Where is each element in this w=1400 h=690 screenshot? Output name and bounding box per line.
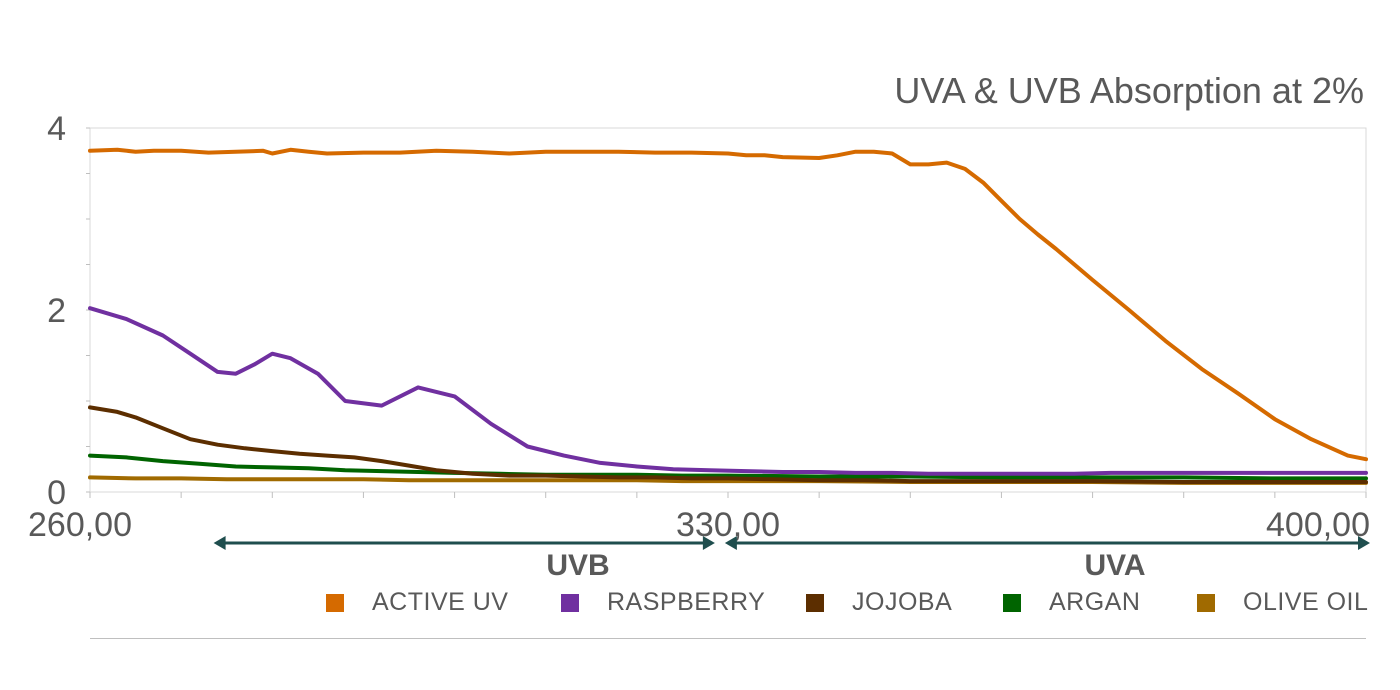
legend-label: RASPBERRY: [607, 588, 766, 616]
legend-swatch: [1197, 593, 1215, 612]
legend-swatch: [561, 593, 579, 612]
range-arrow-head-right: [702, 536, 715, 550]
legend-item: OLIVE OIL: [1197, 588, 1368, 617]
series-line: [88, 147, 1368, 462]
legend-label: OLIVE OIL: [1243, 588, 1369, 616]
range-label: UVB: [546, 549, 609, 582]
legend-label: ARGAN: [1049, 588, 1141, 616]
series-line: [88, 306, 1368, 476]
legend-item: ARGAN: [1003, 588, 1140, 617]
footer-divider: [90, 638, 1366, 639]
legend-swatch: [326, 593, 344, 612]
chart-legend: ACTIVE UV RASPBERRY JOJOBA ARGAN OLIVE OIL: [0, 588, 1400, 624]
range-label: UVA: [1084, 549, 1145, 582]
range-arrow-head-right: [1358, 536, 1370, 550]
x-tick-label: 400,00: [1266, 506, 1370, 544]
y-tick-label: 4: [47, 110, 66, 148]
legend-swatch: [806, 593, 824, 612]
legend-item: ACTIVE UV: [326, 588, 508, 617]
legend-item: JOJOBA: [806, 588, 952, 617]
range-arrow-head-left: [213, 536, 226, 550]
legend-label: ACTIVE UV: [372, 588, 509, 616]
series-line: [88, 405, 1368, 484]
legend-item: RASPBERRY: [561, 588, 765, 617]
range-arrow-head-left: [724, 536, 737, 550]
x-tick-label: 330,00: [676, 506, 780, 544]
chart-title: UVA & UVB Absorption at 2%: [894, 70, 1364, 111]
y-tick-label: 2: [47, 292, 66, 330]
plot-area: [89, 127, 1367, 493]
y-tick-label: 0: [47, 474, 66, 512]
legend-swatch: [1003, 593, 1021, 612]
legend-label: JOJOBA: [852, 588, 953, 616]
series-line: [88, 453, 1368, 481]
x-tick-label: 260,00: [28, 506, 132, 544]
